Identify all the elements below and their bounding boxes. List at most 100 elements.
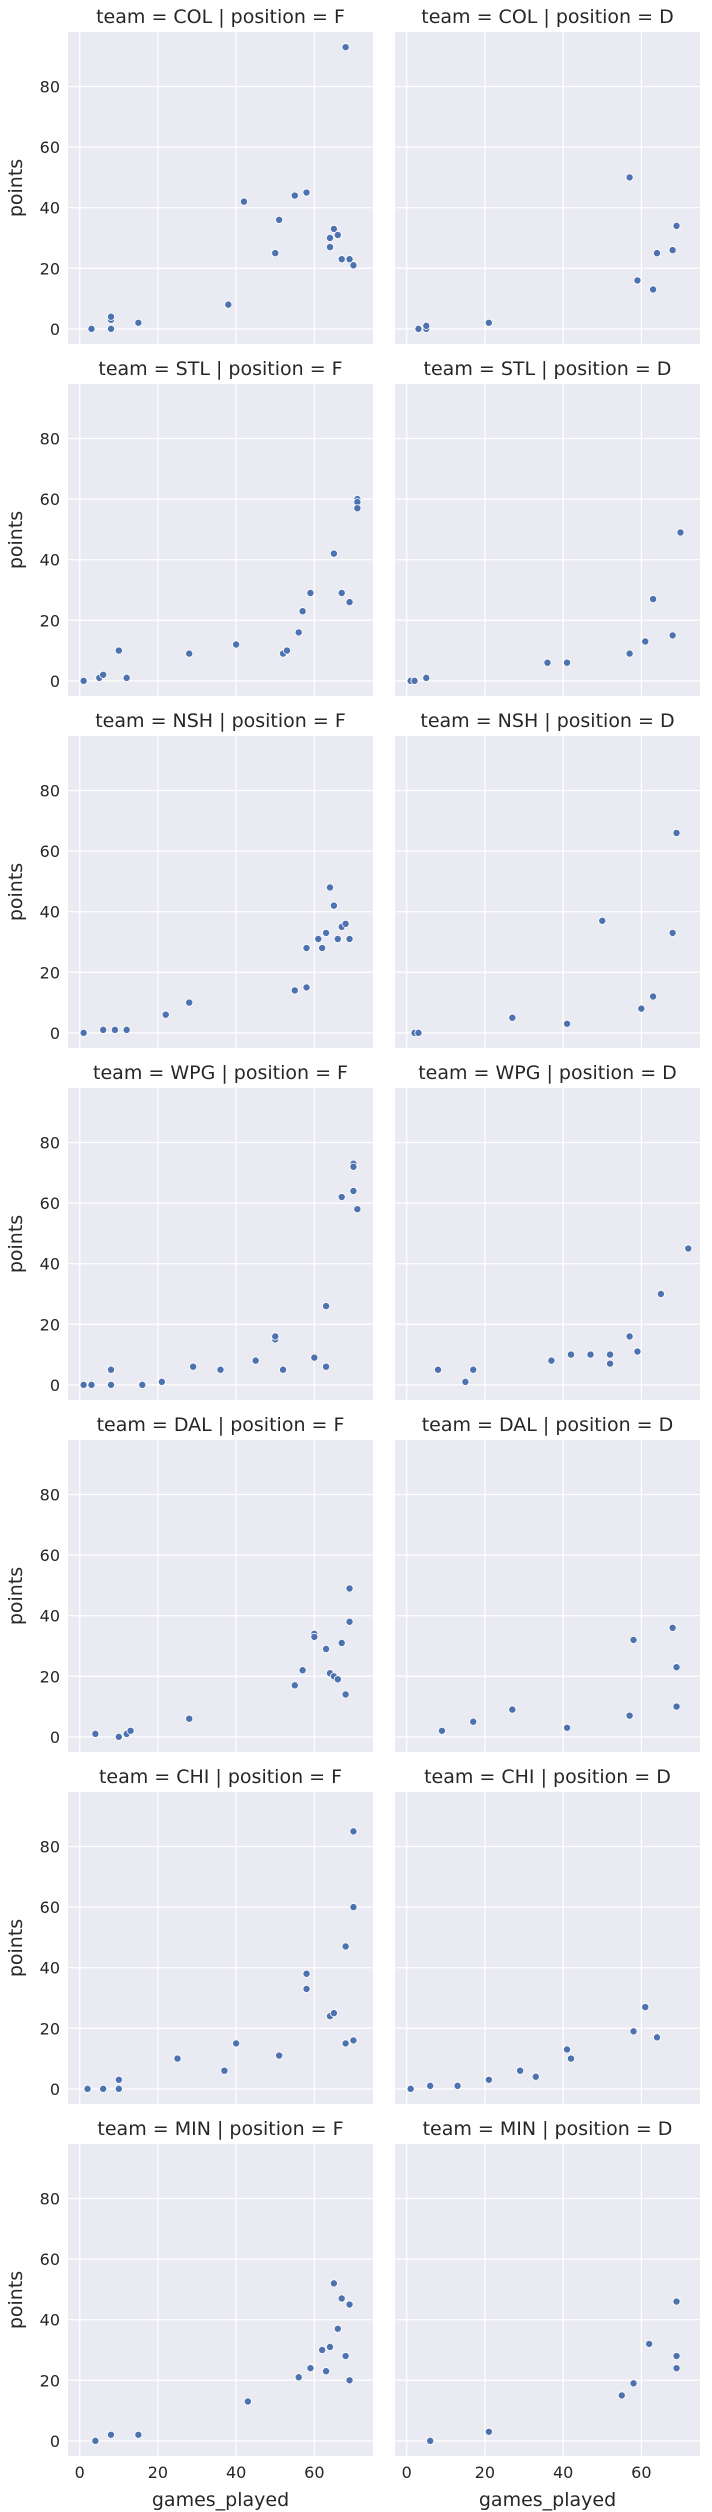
panel-title: team = CHI | position = D	[424, 1766, 671, 1788]
panel-title: team = MIN | position = D	[423, 2118, 673, 2140]
data-point	[543, 658, 552, 667]
data-point	[652, 2033, 661, 2042]
data-point	[114, 646, 123, 655]
data-point	[410, 676, 419, 685]
data-point	[566, 1350, 575, 1359]
x-tick-label: 0	[75, 2463, 85, 2482]
data-point	[345, 2376, 354, 2385]
data-point	[99, 670, 108, 679]
data-point	[337, 1638, 346, 1647]
data-point	[302, 944, 311, 953]
data-point	[87, 324, 96, 333]
data-point	[91, 1729, 100, 1738]
y-tick-label: 80	[40, 782, 60, 801]
x-tick-label: 20	[148, 2463, 168, 2482]
data-point	[134, 318, 143, 327]
x-tick-label: 40	[226, 2463, 246, 2482]
data-point	[422, 673, 431, 682]
panel-background	[68, 1440, 373, 1752]
y-tick-label: 40	[40, 903, 60, 922]
data-point	[606, 1359, 615, 1368]
panel-title: team = WPG | position = D	[418, 1062, 677, 1084]
data-point	[329, 901, 338, 910]
data-point	[107, 1380, 116, 1389]
data-point	[645, 2339, 654, 2348]
data-point	[341, 1690, 350, 1699]
y-tick-label: 80	[40, 1486, 60, 1505]
data-point	[641, 2003, 650, 2012]
data-point	[189, 1362, 198, 1371]
data-point	[114, 2075, 123, 2084]
panel-background	[68, 736, 373, 1048]
panel-title: team = STL | position = D	[424, 358, 672, 380]
data-point	[322, 1362, 331, 1371]
y-tick-label: 20	[40, 1667, 60, 1686]
y-tick-label: 80	[40, 1838, 60, 1857]
data-point	[633, 1347, 642, 1356]
data-point	[629, 1635, 638, 1644]
data-point	[508, 1013, 517, 1022]
data-point	[322, 1645, 331, 1654]
data-point	[668, 1623, 677, 1632]
data-point	[298, 1666, 307, 1675]
data-point	[216, 1365, 225, 1374]
panel-title: team = DAL | position = F	[97, 1414, 345, 1436]
panel-title: team = WPG | position = F	[93, 1062, 348, 1084]
data-point	[275, 2051, 284, 2060]
data-point	[668, 631, 677, 640]
data-point	[318, 944, 327, 953]
data-point	[122, 673, 131, 682]
data-point	[484, 2427, 493, 2436]
data-point	[629, 2027, 638, 2036]
data-point	[294, 628, 303, 637]
y-tick-label: 0	[50, 2432, 60, 2451]
data-point	[563, 1019, 572, 1028]
x-tick-label: 40	[553, 2463, 573, 2482]
x-tick-label: 60	[304, 2463, 324, 2482]
data-point	[134, 2430, 143, 2439]
panel-background	[395, 736, 700, 1048]
y-tick-label: 60	[40, 490, 60, 509]
x-axis-label: games_played	[152, 2489, 289, 2511]
data-point	[598, 916, 607, 925]
data-point	[302, 1969, 311, 1978]
data-point	[232, 640, 241, 649]
y-tick-label: 0	[50, 1728, 60, 1747]
data-point	[337, 255, 346, 264]
data-point	[138, 1380, 147, 1389]
data-point	[345, 1617, 354, 1626]
data-point	[290, 986, 299, 995]
panel-title: team = COL | position = D	[421, 6, 673, 28]
panel-wpg-f: team = WPG | position = F 0 20 40 60 80 points	[5, 1062, 373, 1400]
panel-title: team = STL | position = F	[98, 358, 342, 380]
y-tick-label: 0	[50, 320, 60, 339]
data-point	[329, 2279, 338, 2288]
data-point	[325, 2342, 334, 2351]
y-tick-label: 60	[40, 138, 60, 157]
y-tick-label: 60	[40, 1898, 60, 1917]
data-point	[426, 2081, 435, 2090]
data-point	[126, 1726, 135, 1735]
panel-min-d: team = MIN | position = D 0 20 40 60 games_pl…	[395, 2118, 700, 2511]
y-tick-label: 0	[50, 2080, 60, 2099]
panel-background	[68, 1088, 373, 1400]
data-point	[406, 2084, 415, 2093]
data-point	[306, 2364, 315, 2373]
data-point	[341, 2039, 350, 2048]
data-point	[306, 589, 315, 598]
data-point	[185, 998, 194, 1007]
data-point	[672, 2297, 681, 2306]
panel-title: team = CHI | position = F	[99, 1766, 342, 1788]
data-point	[329, 549, 338, 558]
data-point	[329, 224, 338, 233]
data-point	[531, 2072, 540, 2081]
data-point	[337, 2294, 346, 2303]
data-point	[341, 919, 350, 928]
data-point	[426, 2436, 435, 2445]
panel-background	[395, 1088, 700, 1400]
panel-title: team = MIN | position = F	[97, 2118, 343, 2140]
data-point	[606, 1350, 615, 1359]
data-point	[641, 637, 650, 646]
y-tick-label: 40	[40, 551, 60, 570]
data-point	[333, 230, 342, 239]
